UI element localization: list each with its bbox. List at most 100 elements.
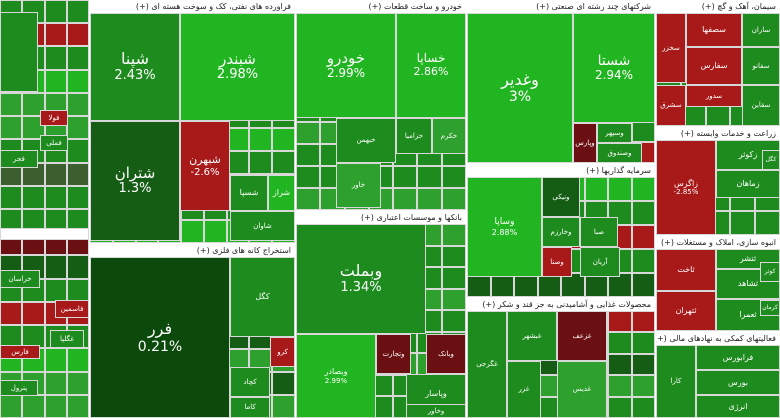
- sector-8-cell[interactable]: [631, 332, 655, 354]
- sector-7-cell[interactable]: [755, 211, 780, 235]
- stock-tile[interactable]: شپنا 2.43%: [90, 13, 180, 121]
- left-partial-cell[interactable]: [66, 116, 89, 140]
- fragment-tile[interactable]: کرمان: [760, 300, 780, 316]
- fragment-tile[interactable]: کگل: [762, 150, 780, 170]
- stock-tile[interactable]: شبهرن -2.6%: [180, 121, 230, 211]
- sector-5-cell[interactable]: [441, 267, 466, 289]
- left-partial-cell[interactable]: [44, 23, 67, 47]
- stock-tile[interactable]: غدیس: [557, 361, 607, 418]
- sector-header[interactable]: انبوه سازی، املاک و مستغلات (+): [656, 236, 780, 249]
- sector-6-cell[interactable]: [631, 249, 655, 273]
- stock-tile[interactable]: وساپا 2.88%: [467, 177, 542, 277]
- left-partial-cell[interactable]: [44, 371, 67, 395]
- left-partial-cell[interactable]: [0, 394, 23, 418]
- left-partial-cell[interactable]: [66, 371, 89, 395]
- sector-1-cell[interactable]: [296, 144, 321, 167]
- left-separator[interactable]: [0, 228, 89, 240]
- stock-tile[interactable]: شتران 1.3%: [90, 121, 180, 241]
- sector-8-cell[interactable]: [631, 353, 655, 376]
- left-big-tile[interactable]: [0, 12, 38, 92]
- sector-8-cell[interactable]: [608, 396, 632, 418]
- stock-tile[interactable]: بورس: [696, 370, 780, 395]
- sector-4-cell[interactable]: [272, 395, 295, 418]
- sector-0-cell[interactable]: [249, 128, 273, 151]
- sector-1-cell[interactable]: [296, 166, 321, 189]
- stock-tile[interactable]: غزر: [507, 361, 541, 418]
- sector-0-cell[interactable]: [203, 220, 227, 243]
- left-partial-cell[interactable]: [66, 162, 89, 186]
- sector-1-cell[interactable]: [441, 188, 466, 210]
- sector-0-cell[interactable]: [226, 128, 250, 151]
- left-partial-cell[interactable]: [44, 348, 67, 372]
- sector-6-cell[interactable]: [584, 177, 608, 201]
- stock-tile[interactable]: فرر 0.21%: [90, 257, 230, 418]
- left-partial-cell[interactable]: [66, 255, 89, 279]
- fragment-tile[interactable]: غگلپا: [50, 330, 84, 348]
- stock-tile[interactable]: فرابورس: [696, 345, 780, 370]
- stock-tile[interactable]: سصفها: [686, 13, 742, 47]
- stock-tile[interactable]: سخزر: [656, 13, 686, 83]
- sector-0-cell[interactable]: [249, 151, 273, 174]
- left-partial-cell[interactable]: [44, 69, 67, 93]
- left-partial-cell[interactable]: [66, 348, 89, 372]
- sector-header[interactable]: استخراج کانه های فلزی (+): [90, 244, 295, 257]
- sector-1-cell[interactable]: [417, 166, 442, 189]
- fragment-tile[interactable]: فارس: [0, 345, 40, 359]
- sector-0-cell[interactable]: [272, 128, 295, 151]
- left-partial-cell[interactable]: [22, 116, 45, 140]
- stock-tile[interactable]: خاور: [336, 163, 381, 208]
- stock-tile[interactable]: کارا: [656, 345, 696, 418]
- sector-5-cell[interactable]: [441, 288, 466, 311]
- sector-7-cell[interactable]: [730, 211, 756, 235]
- stock-tile[interactable]: سقاین: [742, 85, 780, 126]
- sector-1-cell[interactable]: [417, 188, 442, 210]
- sector-8-cell[interactable]: [631, 375, 655, 397]
- fragment-tile[interactable]: خراسان: [0, 270, 40, 288]
- sector-0-cell[interactable]: [226, 151, 250, 174]
- stock-tile[interactable]: ونیکی: [542, 177, 580, 217]
- sector-6-cell[interactable]: [561, 273, 585, 297]
- stock-tile[interactable]: غبشهر: [507, 311, 557, 361]
- sector-6-cell[interactable]: [631, 177, 655, 201]
- stock-tile[interactable]: خبهمن: [336, 118, 396, 163]
- sector-6-cell[interactable]: [631, 225, 655, 249]
- left-partial-cell[interactable]: [66, 92, 89, 117]
- sector-6-cell[interactable]: [631, 201, 655, 225]
- left-partial-cell[interactable]: [66, 185, 89, 209]
- stock-tile[interactable]: شراز: [268, 175, 295, 211]
- left-partial-cell[interactable]: [44, 0, 67, 24]
- stock-tile[interactable]: کگل: [230, 257, 295, 337]
- left-partial-cell[interactable]: [22, 301, 45, 326]
- fragment-tile[interactable]: فولا: [40, 110, 68, 126]
- stock-tile[interactable]: وخاور: [406, 404, 466, 418]
- stock-tile[interactable]: انرژی: [696, 395, 780, 418]
- left-partial-cell[interactable]: [0, 116, 23, 140]
- sector-6-cell[interactable]: [608, 177, 632, 201]
- stock-tile[interactable]: وپارس: [573, 123, 597, 163]
- stock-tile[interactable]: صبا: [580, 217, 618, 247]
- fragment-tile[interactable]: فجر: [0, 150, 38, 168]
- left-partial-cell[interactable]: [44, 255, 67, 279]
- sector-1-cell[interactable]: [296, 188, 321, 210]
- left-partial-cell[interactable]: [22, 185, 45, 209]
- sector-1-cell[interactable]: [393, 166, 418, 189]
- stock-tile[interactable]: شسپا: [230, 175, 268, 211]
- fragment-tile[interactable]: فاسمین: [55, 300, 89, 318]
- sector-header[interactable]: سرمایه گذاریها (+): [467, 164, 655, 177]
- sector-0-cell[interactable]: [181, 220, 204, 243]
- stock-tile[interactable]: کرو: [270, 337, 295, 367]
- left-partial-cell[interactable]: [44, 185, 67, 209]
- stock-tile[interactable]: کاما: [230, 397, 270, 418]
- left-partial-cell[interactable]: [0, 301, 23, 326]
- left-partial-cell[interactable]: [0, 92, 23, 117]
- sector-8-cell[interactable]: [631, 311, 655, 333]
- sector-4-cell[interactable]: [272, 372, 295, 395]
- stock-tile[interactable]: وبصادر 2.99%: [296, 334, 376, 418]
- stock-tile[interactable]: ساران: [742, 13, 780, 47]
- sector-header[interactable]: فعالیتهای کمکی به نهادهای مالی (+): [656, 332, 780, 345]
- sector-8-cell[interactable]: [631, 396, 655, 418]
- sector-8-cell[interactable]: [608, 332, 632, 354]
- left-partial-cell[interactable]: [22, 92, 45, 117]
- stock-tile[interactable]: وخارزم: [542, 217, 580, 247]
- left-partial-cell[interactable]: [66, 394, 89, 418]
